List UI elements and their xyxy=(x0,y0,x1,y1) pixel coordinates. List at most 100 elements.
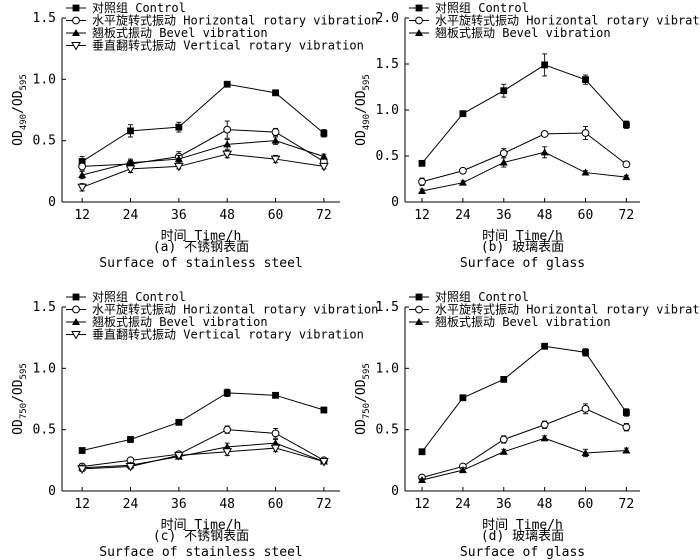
x-tick-label: 24 xyxy=(123,208,139,223)
y-axis-label-part: /OD xyxy=(11,379,26,403)
data-point xyxy=(78,162,87,171)
x-tick-label: 36 xyxy=(496,497,512,512)
series-1 xyxy=(418,403,631,482)
series-line xyxy=(421,132,627,183)
legend-marker xyxy=(72,16,80,25)
series-line xyxy=(81,83,325,162)
data-point xyxy=(541,61,549,69)
legend-entry: 翘板式振动 Bevel vibration xyxy=(92,26,268,40)
y-axis-label-part: 750 xyxy=(362,403,372,419)
data-point xyxy=(175,418,183,426)
y-tick-label: 1.0 xyxy=(33,361,56,376)
data-point xyxy=(271,128,280,136)
data-point xyxy=(127,436,134,443)
data-point xyxy=(418,159,426,167)
x-tick-label: 72 xyxy=(316,497,332,512)
data-point xyxy=(540,148,549,156)
data-point xyxy=(541,342,549,350)
y-tick-label: 0.5 xyxy=(33,134,56,149)
data-point xyxy=(622,409,630,416)
data-point xyxy=(622,446,631,454)
data-point xyxy=(418,177,426,186)
y-axis-label-part: 595 xyxy=(19,363,29,379)
y-tick-label: 1.0 xyxy=(376,361,399,376)
legend-marker xyxy=(415,16,423,25)
series-line xyxy=(421,408,627,478)
chart-panel-d: 0 0.5 1.0 1.5 12 24 36 48 60 72 时间 Time/h OD750/OD5… xyxy=(354,290,700,560)
panel-caption: (a) 不锈钢表面 xyxy=(153,240,249,255)
y-axis-label-part: OD xyxy=(11,130,26,146)
y-axis-label: OD750/OD595 xyxy=(354,363,372,435)
y-tick-label: 0.5 xyxy=(376,149,399,164)
series-line xyxy=(82,392,325,452)
legend-marker xyxy=(415,293,423,301)
legend-entry: 水平旋转式振动 Horizontal rotary vibration xyxy=(92,302,378,317)
data-point xyxy=(500,87,508,95)
data-point xyxy=(622,423,631,432)
y-axis-label-part: 595 xyxy=(19,74,29,90)
legend-entry: 水平旋转式振动 Horizontal rotary vibration xyxy=(435,13,700,28)
data-point xyxy=(319,458,329,467)
legend-marker xyxy=(71,331,81,340)
data-point xyxy=(125,165,136,174)
series-0 xyxy=(418,53,630,167)
y-tick-label: 1.5 xyxy=(376,300,399,315)
y-axis-label-part: 490 xyxy=(19,114,29,130)
data-point xyxy=(222,150,233,160)
series-2 xyxy=(78,439,328,471)
x-tick-label: 48 xyxy=(219,497,235,512)
series-line xyxy=(82,429,325,467)
legend-marker xyxy=(72,305,80,314)
legend-marker xyxy=(72,318,80,325)
y-tick-label: 1.0 xyxy=(33,72,56,87)
series-1 xyxy=(418,126,631,186)
series-0 xyxy=(418,342,630,456)
y-tick-label: 0 xyxy=(48,484,56,499)
series-0 xyxy=(78,80,328,167)
data-point xyxy=(222,448,233,457)
y-tick-label: 0 xyxy=(391,195,399,210)
legend-entry: 对照组 Control xyxy=(435,1,529,15)
x-tick-label: 12 xyxy=(74,497,90,512)
legend-entry: 翘板式振动 Bevel vibration xyxy=(92,315,268,329)
data-point xyxy=(319,162,329,172)
x-tick-label: 36 xyxy=(171,497,187,512)
data-point xyxy=(78,447,86,454)
x-tick-label: 60 xyxy=(578,208,594,223)
data-point xyxy=(418,186,427,194)
x-tick-label: 48 xyxy=(537,208,553,223)
legend-entry: 水平旋转式振动 Horizontal rotary vibration xyxy=(435,302,700,317)
data-point xyxy=(581,168,590,176)
data-point xyxy=(499,158,508,166)
x-tick-label: 24 xyxy=(123,497,139,512)
series-2 xyxy=(418,146,631,194)
series-3 xyxy=(77,150,329,193)
x-tick-label: 48 xyxy=(537,497,553,512)
data-point xyxy=(622,173,631,181)
data-point xyxy=(581,129,590,137)
legend-marker xyxy=(415,318,423,325)
series-line xyxy=(82,442,325,469)
panel-caption-english: Surface of stainless steel xyxy=(99,256,303,271)
y-axis-label-part: 595 xyxy=(362,363,372,379)
series-line xyxy=(81,153,324,188)
x-axis-label: 时间 Time/h xyxy=(482,518,563,533)
data-point xyxy=(500,375,508,383)
x-axis-label: 时间 Time/h xyxy=(161,518,242,533)
series-line xyxy=(421,151,627,192)
data-point xyxy=(622,160,631,169)
x-tick-label: 48 xyxy=(219,208,235,223)
y-axis-label-part: OD xyxy=(354,419,369,435)
data-point xyxy=(127,127,134,135)
x-tick-label: 72 xyxy=(316,208,332,223)
panel-caption: (d) 玻璃表面 xyxy=(481,529,564,544)
panel-caption-english: Surface of glass xyxy=(460,545,585,560)
data-point xyxy=(223,389,231,397)
x-tick-label: 36 xyxy=(496,208,512,223)
legend-entry: 对照组 Control xyxy=(92,1,186,15)
